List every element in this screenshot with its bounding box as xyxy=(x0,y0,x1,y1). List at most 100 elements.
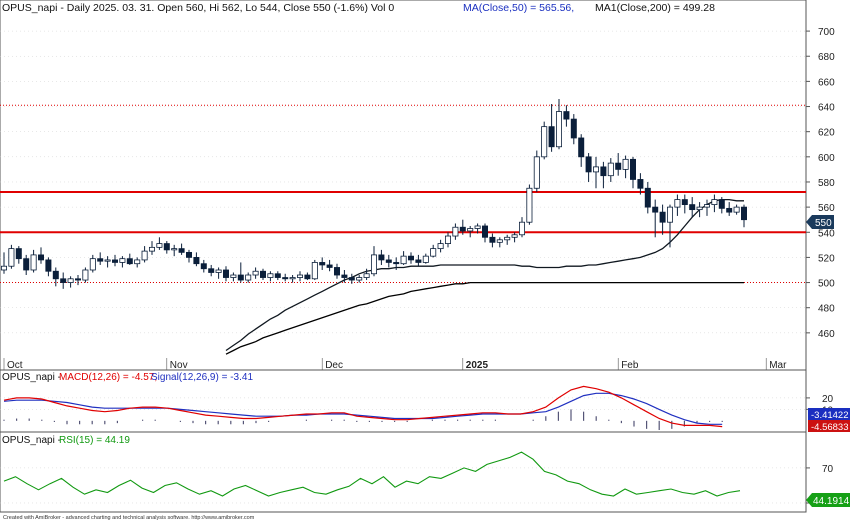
candle-down xyxy=(208,268,215,273)
candle-up xyxy=(89,258,96,271)
candle-up xyxy=(104,259,111,262)
candle-up xyxy=(511,234,518,238)
signal-legend: Signal(12,26,9) = -3.41 xyxy=(151,372,253,383)
candle-up xyxy=(148,246,155,252)
candle-down xyxy=(563,111,570,120)
candle-down xyxy=(126,258,133,265)
macd-title-prefix: OPUS_napi - xyxy=(2,372,61,383)
candle-down xyxy=(23,258,30,271)
candle-up xyxy=(82,269,89,281)
macd-legend: MACD(12,26) = -4.57, xyxy=(59,372,157,383)
price-tick-label: 500 xyxy=(818,279,835,290)
candle-up xyxy=(289,277,296,280)
rsi-tag-text: 44.1914 xyxy=(813,496,850,507)
candle-down xyxy=(163,243,170,251)
date-tick-label: Mar xyxy=(769,360,787,371)
date-tick-label: Feb xyxy=(621,360,639,371)
candle-down xyxy=(585,156,592,173)
candle-down xyxy=(193,257,200,265)
candle-up xyxy=(496,239,503,243)
last-price-tag: 550 xyxy=(806,215,834,229)
candle-down xyxy=(726,207,733,213)
candle-down xyxy=(415,259,422,263)
candle-up xyxy=(704,204,711,208)
candle-up xyxy=(533,156,540,189)
ma50-line xyxy=(225,198,744,352)
rsi-title-prefix: OPUS_napi - xyxy=(2,435,61,446)
price-panel[interactable]: 460480500520540560580600620640660680700 … xyxy=(0,0,835,371)
rsi-path xyxy=(3,451,741,497)
candle-up xyxy=(437,243,444,250)
candle-up xyxy=(422,255,429,263)
candle-up xyxy=(230,274,237,278)
candle-down xyxy=(578,137,585,158)
signal-line xyxy=(3,392,723,425)
candle-up xyxy=(541,126,548,158)
price-tick-label: 480 xyxy=(818,304,835,315)
candle-down xyxy=(393,262,400,265)
macd-lines xyxy=(3,385,723,428)
price-tick-label: 640 xyxy=(818,103,835,114)
rsi-legend: RSI(15) = 44.19 xyxy=(59,435,130,446)
price-tick-label: 520 xyxy=(818,253,835,264)
ma200-path xyxy=(225,281,744,355)
price-title: OPUS_napi - Daily 2025. 03. 31. Open 560… xyxy=(2,2,394,14)
ma50-path xyxy=(225,198,744,352)
candle-down xyxy=(341,274,348,278)
macd-histogram xyxy=(3,409,723,430)
candle-up xyxy=(67,278,74,283)
candle-down xyxy=(38,254,45,261)
candle-down xyxy=(60,278,67,283)
macd-tick-label: 20 xyxy=(822,394,834,405)
candle-down xyxy=(630,158,637,180)
ma50-legend: MA(Close,50) = 565.56, xyxy=(463,2,574,14)
price-tick-label: 580 xyxy=(818,178,835,189)
candle-down xyxy=(15,248,22,260)
candle-down xyxy=(689,204,696,211)
macd-line xyxy=(3,385,723,428)
candle-up xyxy=(504,236,511,241)
date-tick-label: Nov xyxy=(170,360,188,371)
candle-down xyxy=(637,179,644,189)
date-tick-label: Oct xyxy=(7,360,23,371)
candle-up xyxy=(711,199,718,206)
ma200-line xyxy=(225,281,744,355)
price-tick-label: 660 xyxy=(818,77,835,88)
candle-down xyxy=(681,199,688,206)
candle-down xyxy=(659,211,666,223)
candle-down xyxy=(304,274,311,280)
price-tick-label: 560 xyxy=(818,203,835,214)
candle-up xyxy=(245,274,252,281)
candle-down xyxy=(259,270,266,278)
candle-up xyxy=(430,248,437,257)
candle-up xyxy=(356,277,363,281)
candle-down xyxy=(459,226,466,232)
ma200-legend: MA1(Close,200) = 499.28 xyxy=(595,2,715,14)
candle-up xyxy=(171,248,178,251)
candle-down xyxy=(481,225,488,238)
candle-down xyxy=(222,269,229,278)
candle-up xyxy=(667,206,674,223)
candle-down xyxy=(274,273,281,278)
candle-up xyxy=(252,270,259,276)
candle-down xyxy=(333,267,340,276)
price-levels xyxy=(0,104,806,284)
rsi-value-tag: 44.1914 xyxy=(806,493,850,507)
candle-up xyxy=(156,243,163,248)
candle-up xyxy=(0,265,7,271)
candle-up xyxy=(267,273,274,278)
rsi-line xyxy=(3,451,741,497)
candle-down xyxy=(75,278,82,281)
signal-value-tag: -4.56833 xyxy=(808,420,850,433)
rsi-panel[interactable]: 3070 OPUS_napi - RSI(15) = 44.19 44.1914 xyxy=(0,431,850,513)
price-tick-label: 460 xyxy=(818,329,835,340)
candle-up xyxy=(526,187,533,223)
candle-up xyxy=(370,254,377,275)
candle-up xyxy=(215,269,222,273)
candle-up xyxy=(474,225,481,229)
candle-up xyxy=(119,258,126,263)
candle-up xyxy=(556,111,563,148)
candle-down xyxy=(570,118,577,139)
candle-down xyxy=(319,262,326,266)
